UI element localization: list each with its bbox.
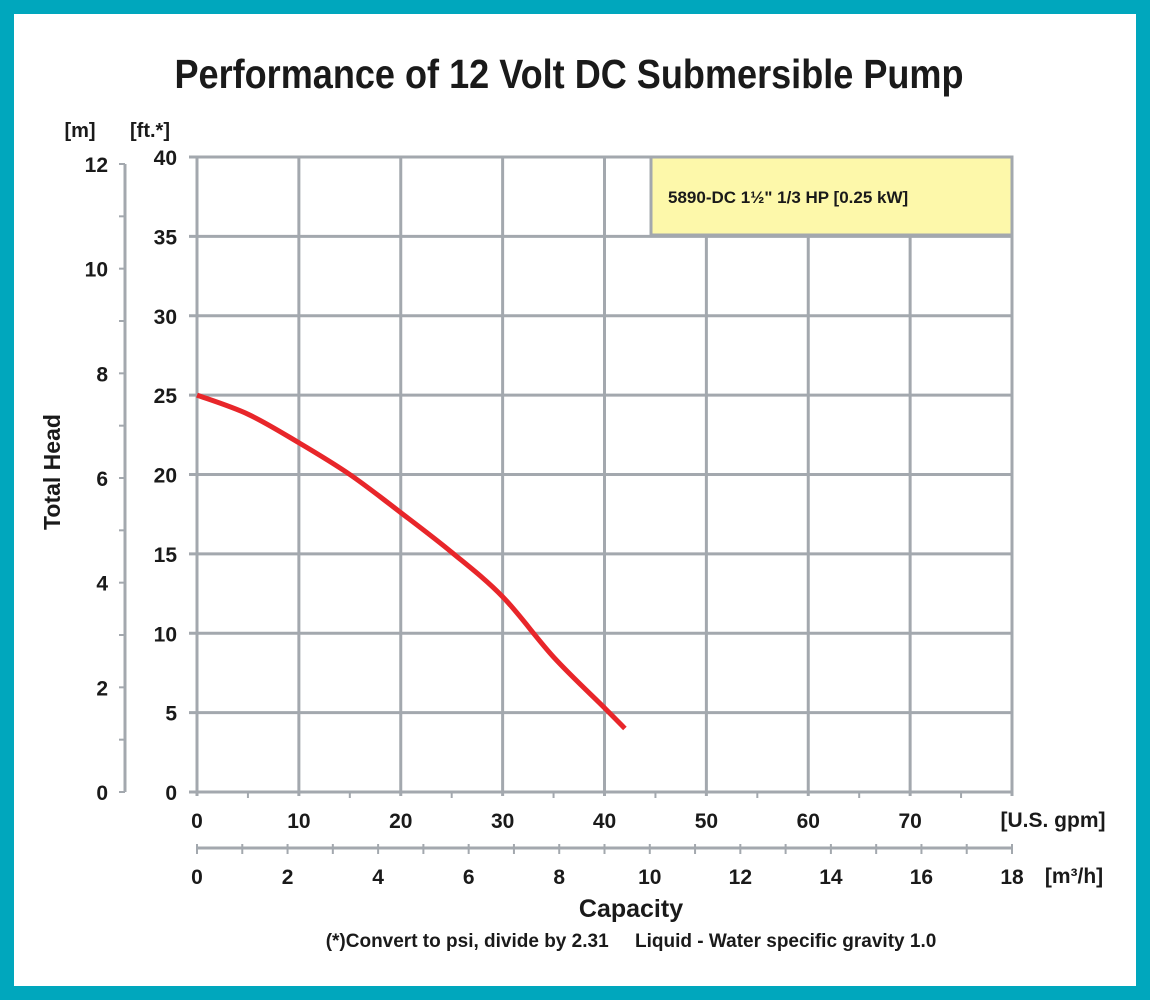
chart-title: Performance of 12 Volt DC Submersible Pu… (174, 52, 963, 98)
tick-label-m3h: 4 (372, 866, 384, 889)
tick-label-gpm: 0 (191, 810, 203, 833)
footnote: (*)Convert to psi, divide by 2.31 Liquid… (326, 931, 937, 952)
tick-label-ft: 20 (154, 465, 177, 488)
x-units-m3h: [m³/h] (1045, 865, 1103, 888)
tick-label-ft: 25 (154, 385, 178, 408)
tick-label-m3h: 18 (1000, 866, 1024, 889)
tick-label-gpm: 60 (797, 810, 820, 833)
tick-label-m: 10 (85, 259, 108, 282)
y-units-m: [m] (64, 120, 95, 142)
tick-label-m: 8 (96, 363, 108, 386)
x-axis-label: Capacity (579, 895, 683, 923)
y-axis-label: Total Head (39, 414, 65, 530)
tick-label-m3h: 14 (819, 866, 843, 889)
tick-label-m: 0 (96, 782, 108, 805)
tick-label-ft: 10 (154, 623, 177, 646)
legend-box (649, 155, 1014, 237)
tick-label-ft: 0 (165, 782, 177, 805)
legend: 5890-DC 1½" 1/3 HP [0.25 kW] (649, 155, 1014, 237)
tick-label-m3h: 16 (910, 866, 933, 889)
tick-label-ft: 5 (165, 703, 177, 726)
tick-label-m: 6 (96, 468, 108, 491)
tick-label-m3h: 12 (729, 866, 752, 889)
tick-label-ft: 35 (154, 226, 178, 249)
tick-label-gpm: 20 (389, 810, 412, 833)
tick-label-gpm: 70 (898, 810, 921, 833)
tick-label-m3h: 8 (553, 866, 565, 889)
tick-label-gpm: 50 (695, 810, 718, 833)
tick-label-m3h: 10 (638, 866, 661, 889)
tick-label-m3h: 2 (282, 866, 294, 889)
tick-label-ft: 40 (154, 147, 177, 170)
tick-label-m: 2 (96, 677, 108, 700)
tick-label-ft: 15 (154, 544, 178, 567)
tick-label-m3h: 6 (463, 866, 475, 889)
y-units-ft: [ft.*] (130, 120, 170, 142)
tick-label-gpm: 10 (287, 810, 310, 833)
tick-label-m: 12 (85, 154, 108, 177)
tick-label-m: 4 (96, 573, 108, 596)
tick-label-m3h: 0 (191, 866, 203, 889)
tick-label-ft: 30 (154, 306, 177, 329)
legend-label: 5890-DC 1½" 1/3 HP [0.25 kW] (668, 188, 908, 207)
tick-label-gpm: 40 (593, 810, 616, 833)
series-line-pump-curve (196, 392, 627, 731)
tick-label-gpm: 30 (491, 810, 514, 833)
x-units-gpm: [U.S. gpm] (1001, 809, 1106, 832)
